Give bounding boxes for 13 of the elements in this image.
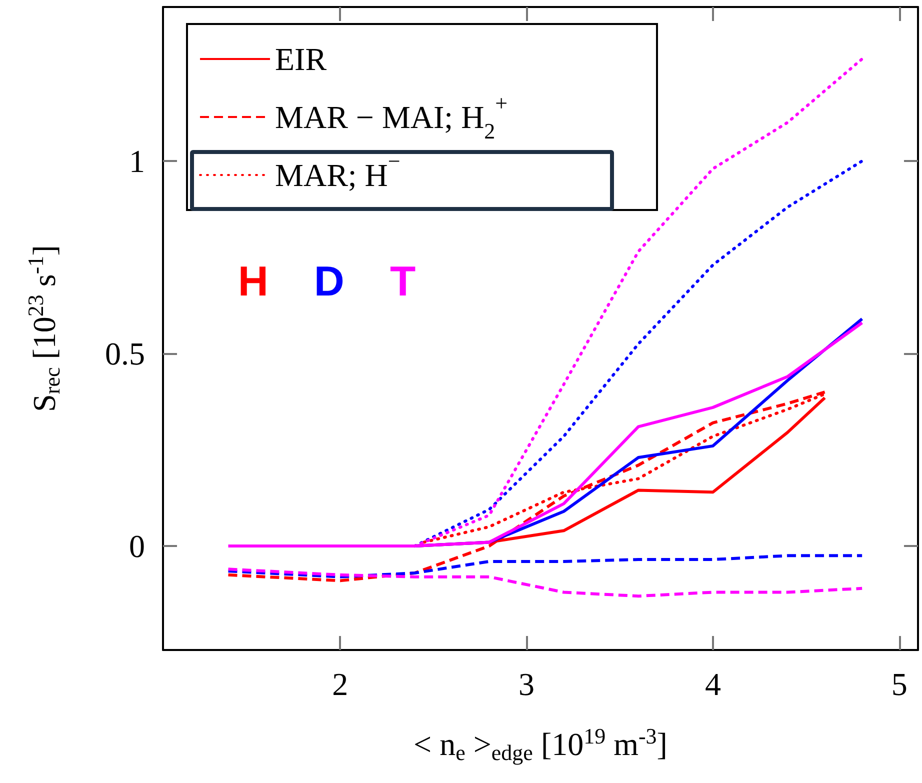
- annotation: D: [314, 258, 344, 304]
- x-tick-label: 3: [518, 666, 535, 702]
- y-axis-title: Srec [1023 s-1]: [23, 245, 64, 412]
- annotation: T: [390, 258, 416, 304]
- y-tick-label: 1: [129, 143, 145, 180]
- legend-label: EIR: [275, 41, 328, 77]
- x-tick-label: 5: [891, 666, 908, 702]
- annotation: H: [238, 258, 268, 304]
- x-tick-label: 4: [704, 666, 721, 702]
- y-tick-label: 0.5: [105, 336, 145, 372]
- legend-label: MAR; H−: [275, 148, 400, 193]
- x-tick-label: 2: [332, 666, 348, 702]
- y-tick-label: 0: [129, 528, 145, 564]
